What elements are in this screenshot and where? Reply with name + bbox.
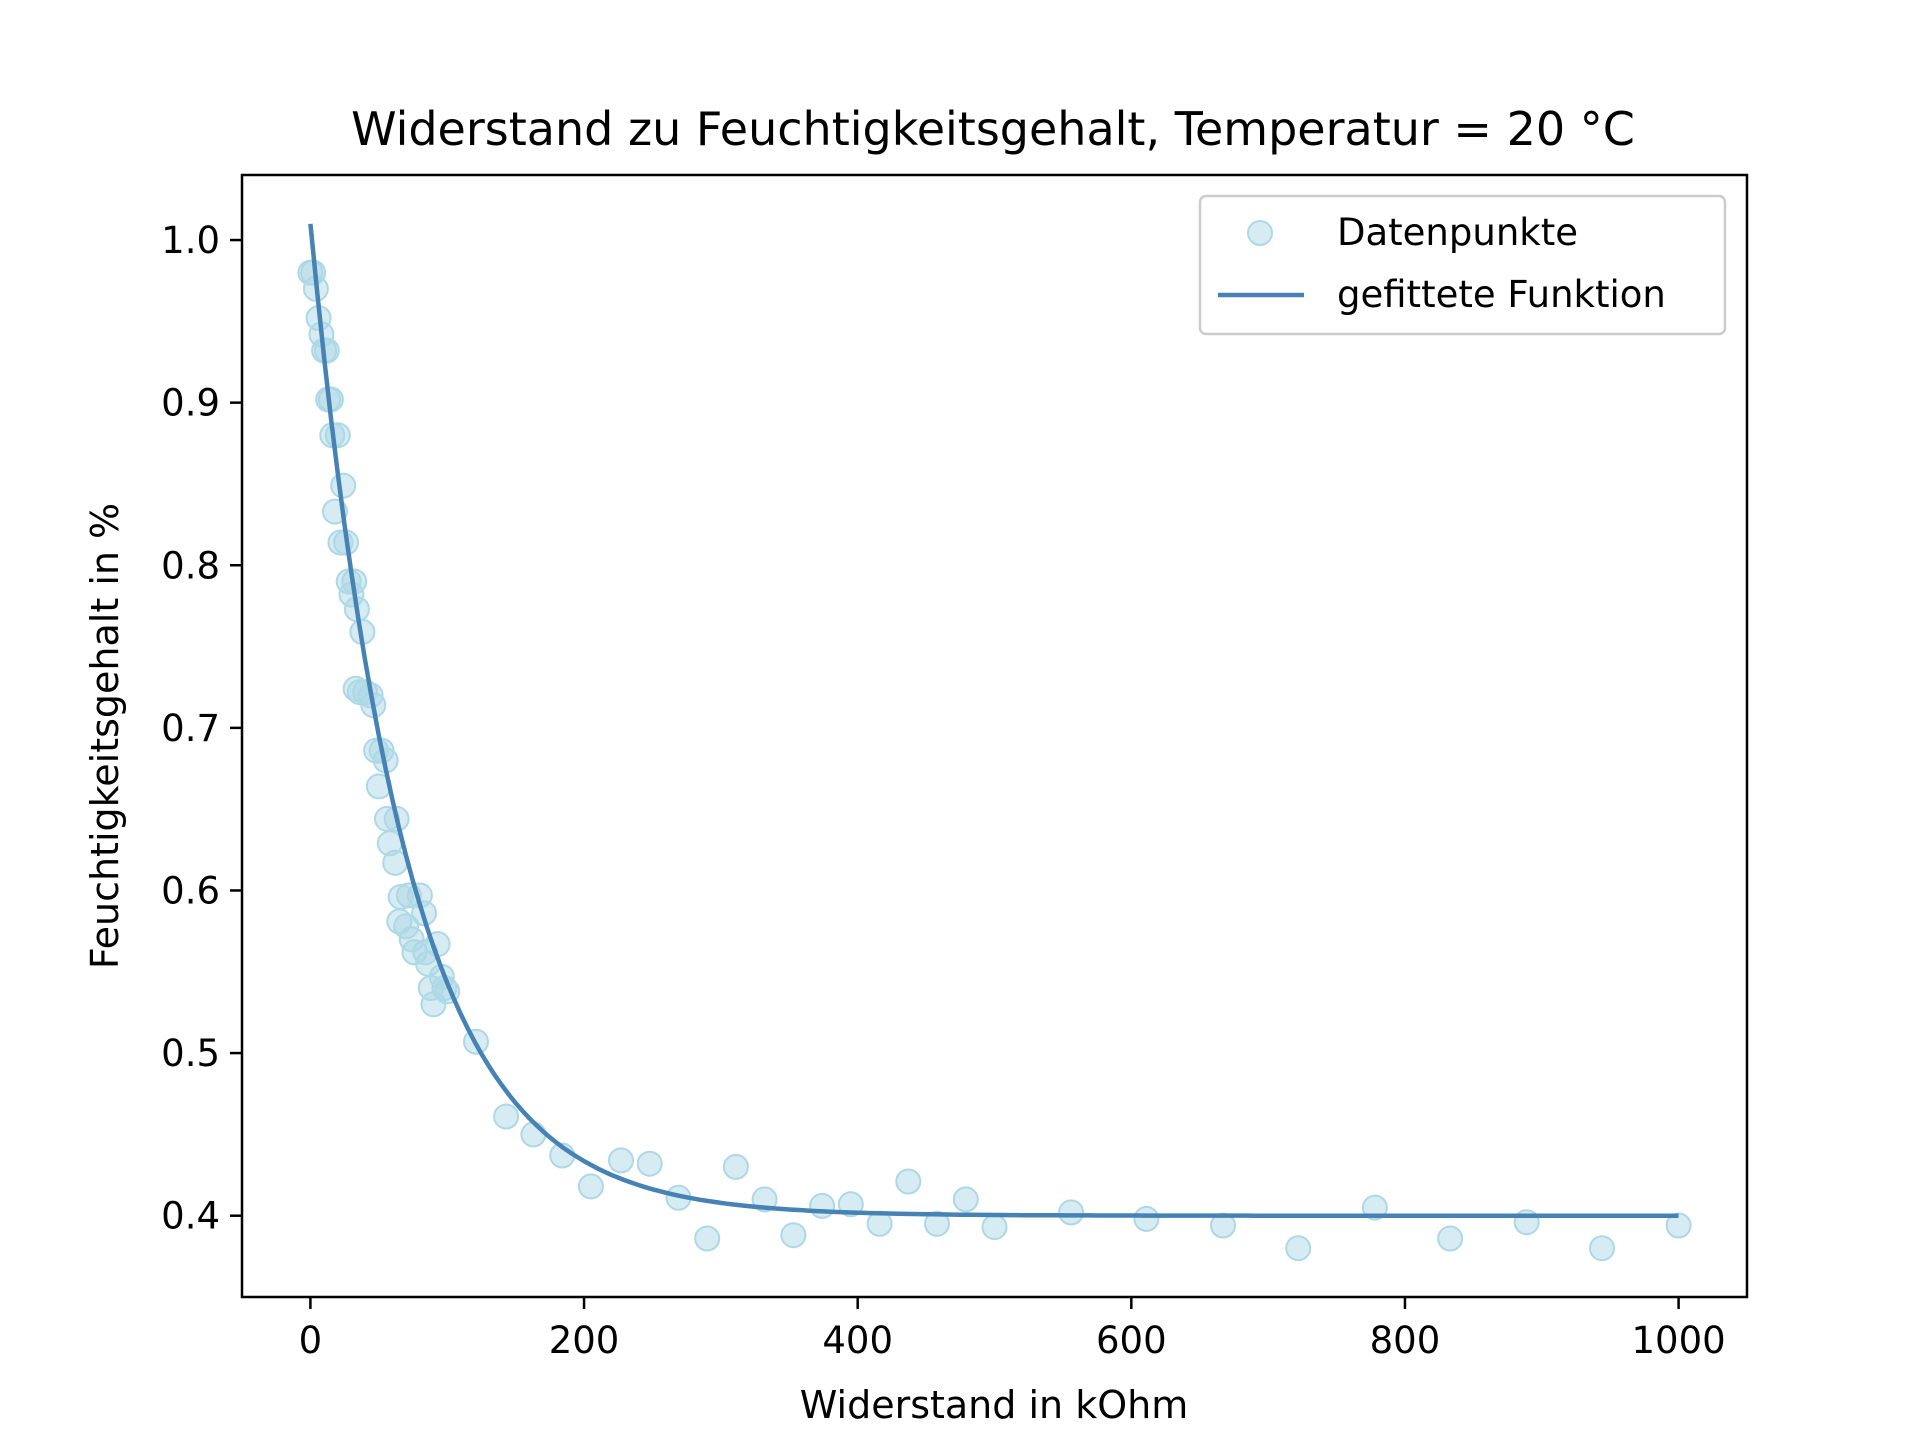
y-axis-label: Feuchtigkeitsgehalt in % <box>83 503 127 969</box>
data-point <box>330 472 357 499</box>
data-point <box>981 1214 1008 1241</box>
fitted-function-line <box>308 223 1679 1218</box>
legend-marker-datenpunkte <box>1247 220 1273 246</box>
y-tick-label: 0.8 <box>161 544 220 587</box>
data-point <box>1589 1235 1615 1262</box>
x-tick-label: 600 <box>1096 1319 1167 1362</box>
data-point <box>952 1186 979 1213</box>
data-point <box>1285 1235 1312 1262</box>
legend-box <box>1198 194 1727 336</box>
x-tick-label: 200 <box>549 1319 620 1362</box>
data-point <box>577 1173 604 1200</box>
plot-frame <box>240 173 1749 1299</box>
data-point <box>493 1103 520 1130</box>
legend-label-gefittete-funktion: gefittete Funktion <box>1337 273 1666 316</box>
x-axis-ticks: 0 200 400 600 800 1000 <box>299 1297 1726 1362</box>
y-tick-label: 1.0 <box>161 219 220 262</box>
data-point <box>722 1153 749 1180</box>
data-point <box>809 1192 836 1219</box>
data-point <box>636 1150 663 1177</box>
data-point <box>520 1121 547 1148</box>
y-tick-label: 0.7 <box>161 707 220 750</box>
legend: Datenpunkte gefittete Funktion <box>1198 194 1727 336</box>
legend-label-datenpunkte: Datenpunkte <box>1337 211 1578 254</box>
data-point <box>780 1222 807 1249</box>
chart-title: Widerstand zu Feuchtigkeitsgehalt, Tempe… <box>351 102 1635 156</box>
y-tick-label: 0.9 <box>161 382 220 425</box>
y-axis-ticks: 0.4 0.5 0.6 0.7 0.8 0.9 1.0 <box>161 219 242 1238</box>
data-point <box>1133 1205 1160 1232</box>
y-tick-label: 0.4 <box>161 1195 220 1238</box>
data-point <box>1437 1225 1464 1252</box>
data-point <box>694 1225 721 1252</box>
x-axis-label: Widerstand in kOhm <box>800 1383 1188 1427</box>
y-tick-label: 0.5 <box>161 1032 220 1075</box>
x-tick-label: 400 <box>822 1319 893 1362</box>
data-point <box>924 1210 950 1237</box>
y-tick-label: 0.6 <box>161 869 220 912</box>
data-point <box>313 337 340 364</box>
data-point <box>324 422 351 449</box>
data-point <box>1058 1199 1085 1226</box>
data-point <box>608 1147 634 1174</box>
x-tick-label: 1000 <box>1632 1319 1726 1362</box>
x-tick-label: 0 <box>299 1319 323 1362</box>
data-point <box>895 1168 922 1195</box>
x-tick-label: 800 <box>1370 1319 1441 1362</box>
